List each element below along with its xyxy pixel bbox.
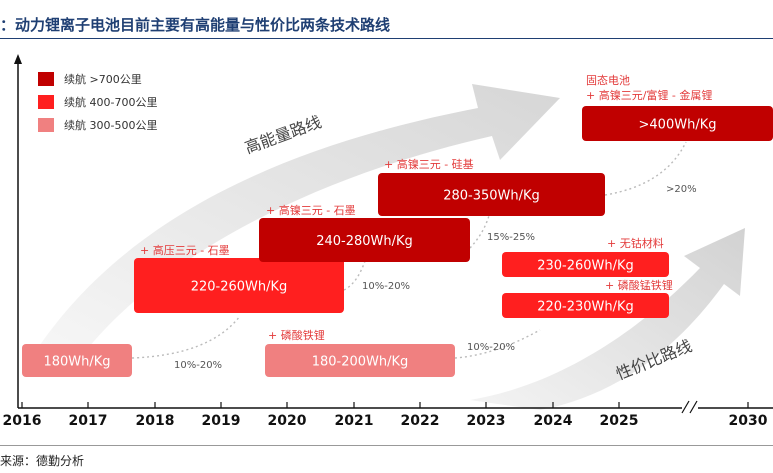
x-tick-label: 2020 xyxy=(268,413,307,429)
milestone-box xyxy=(22,344,132,377)
technology-note: + 高镍三元 - 石墨 xyxy=(266,203,356,217)
x-tick-label: 2030 xyxy=(729,413,768,429)
technology-note: + 无钴材料 xyxy=(607,236,664,250)
y-axis-arrow xyxy=(14,54,22,64)
legend-label: 续航 400-700公里 xyxy=(64,95,157,109)
milestone-box xyxy=(378,173,605,216)
milestone-energy-label: 220-260Wh/Kg xyxy=(191,280,288,295)
milestone-box xyxy=(582,106,773,141)
axis-break-mark xyxy=(689,400,698,414)
x-tick-label: 2019 xyxy=(202,413,241,429)
growth-rate-label: 10%-20% xyxy=(362,281,410,292)
x-tick-label: 2025 xyxy=(600,413,639,429)
roadmap-chart: 2016 2017 2018 2019 2020 2021 2022 2023 2024 2025… xyxy=(3,54,773,429)
progress-connector xyxy=(604,141,687,196)
legend-label: 续航 300-500公里 xyxy=(64,118,157,132)
title-divider xyxy=(0,38,773,39)
x-tick-label: 2018 xyxy=(136,413,175,429)
milestone-box xyxy=(134,258,344,313)
growth-rate-label: 10%-20% xyxy=(467,342,515,353)
milestone-energy-label: 220-230Wh/Kg xyxy=(537,300,634,315)
technology-note: + 磷酸铁锂 xyxy=(268,328,325,342)
technology-note: + 高压三元 - 石墨 xyxy=(140,243,230,257)
x-tick-label: 2023 xyxy=(467,413,506,429)
x-tick-label: 2016 xyxy=(3,413,42,429)
source-divider xyxy=(0,445,773,446)
high-energy-route-label: 高能量路线 xyxy=(242,112,324,157)
legend-swatch xyxy=(38,118,54,132)
legend-swatch xyxy=(38,95,54,109)
source-note: 来源：德勤分析 xyxy=(0,454,85,468)
cost-performance-route-arrow xyxy=(470,228,745,410)
milestone-box xyxy=(502,252,669,277)
x-tick-label: 2021 xyxy=(335,413,374,429)
legend-label: 续航 >700公里 xyxy=(64,72,142,86)
progress-connector xyxy=(454,329,541,359)
milestone-energy-label: 180Wh/Kg xyxy=(43,355,110,370)
axis-break-mark xyxy=(681,400,690,414)
x-tick-label: 2024 xyxy=(534,413,573,429)
milestone-box xyxy=(502,293,669,318)
milestone-box xyxy=(259,218,470,262)
x-tick-label: 2017 xyxy=(69,413,108,429)
growth-rate-label: >20% xyxy=(666,184,697,195)
milestone-energy-label: 180-200Wh/Kg xyxy=(312,355,409,370)
progress-connector xyxy=(469,211,491,249)
growth-rate-label: 10%-20% xyxy=(174,360,222,371)
x-tick-label: 2022 xyxy=(401,413,440,429)
legend-swatch xyxy=(38,72,54,86)
milestone-energy-label: 230-260Wh/Kg xyxy=(537,259,634,274)
technology-note: + 高镍三元 - 硅基 xyxy=(384,157,474,171)
high-energy-route-arrow xyxy=(40,84,560,348)
milestone-energy-label: 240-280Wh/Kg xyxy=(316,234,413,249)
growth-rate-label: 15%-25% xyxy=(487,232,535,243)
technology-note: + 磷酸锰铁锂 xyxy=(605,278,673,292)
technology-note: 固态电池 xyxy=(586,74,630,87)
milestone-energy-label: >400Wh/Kg xyxy=(639,118,717,133)
progress-connector xyxy=(131,315,241,359)
milestone-box xyxy=(265,344,455,377)
milestone-energy-label: 280-350Wh/Kg xyxy=(443,189,540,204)
figure-title: ：动力锂离子电池目前主要有高能量与性价比两条技术路线 xyxy=(0,16,391,34)
technology-note: + 高镍三元/富锂 - 金属锂 xyxy=(586,88,712,102)
